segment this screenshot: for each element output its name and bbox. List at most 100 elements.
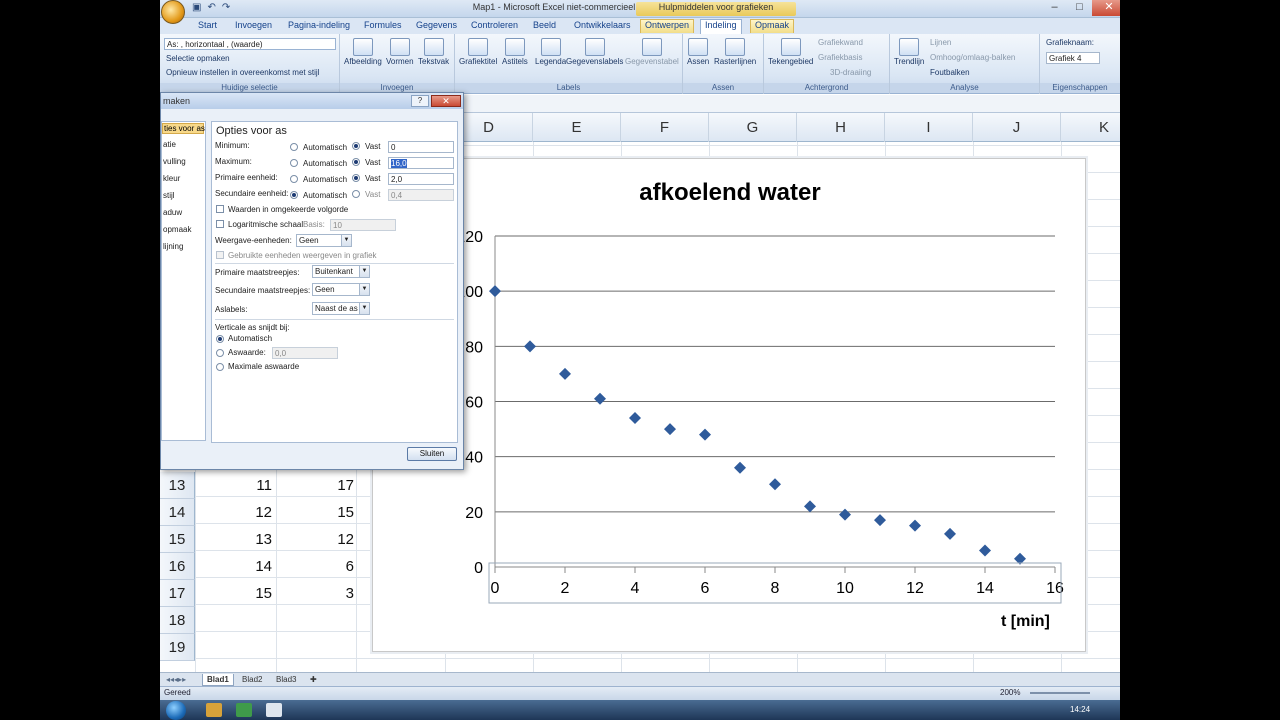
minor-auto-radio[interactable]	[290, 191, 298, 199]
legend-button[interactable]: Legenda	[535, 38, 566, 66]
error-bars-button[interactable]: Foutbalken	[930, 68, 970, 77]
rotation-3d-button[interactable]: 3D-draaiing	[830, 68, 872, 77]
tab-controleren[interactable]: Controleren	[471, 20, 519, 30]
x-axis-title[interactable]: t [min]	[1001, 613, 1050, 630]
nav-number[interactable]: atie	[163, 140, 176, 149]
tab-ontwerpen[interactable]: Ontwerpen	[640, 19, 695, 33]
row-header[interactable]: 19	[160, 634, 195, 661]
nav-shadow[interactable]: aduw	[163, 208, 183, 217]
format-selection-button[interactable]: Selectie opmaken	[166, 54, 230, 63]
dialog-title[interactable]: maken	[161, 93, 463, 109]
zoom-slider[interactable]	[1030, 692, 1090, 694]
cell-b[interactable]: 12	[255, 504, 272, 521]
major-unit-input[interactable]: 2,0	[388, 173, 454, 185]
zoom-level[interactable]: 200%	[1000, 688, 1021, 697]
tab-gegevens[interactable]: Gegevens	[416, 20, 458, 30]
dialog-sluiten-button[interactable]: Sluiten	[407, 447, 457, 461]
column-header-k[interactable]: K	[1061, 113, 1120, 142]
cross-value-input[interactable]: 0,0	[272, 347, 338, 359]
axis-titles-button[interactable]: Astitels	[502, 38, 528, 66]
column-header-f[interactable]: F	[621, 113, 709, 142]
minor-tick-select[interactable]: Geen ▼	[312, 283, 370, 296]
axis-labels-select[interactable]: Naast de as ▼	[312, 302, 370, 315]
reset-style-button[interactable]: Opnieuw instellen in overeenkomst met st…	[166, 68, 320, 77]
dialog-close-button[interactable]: ✕	[431, 95, 461, 107]
axes-button[interactable]: Assen	[687, 38, 709, 66]
chart-title[interactable]: afkoelend water	[639, 179, 821, 206]
new-sheet-icon[interactable]: ✚	[310, 675, 317, 684]
cell-b[interactable]: 11	[256, 477, 272, 494]
log-scale-checkbox[interactable]	[216, 220, 224, 228]
minimum-fixed-radio[interactable]	[352, 142, 360, 150]
major-fixed-radio[interactable]	[352, 174, 360, 182]
plot-area-button[interactable]: Tekengebied	[768, 38, 813, 66]
sheet-nav-arrows[interactable]: ◂◂◂▸▸	[166, 675, 187, 684]
nav-fill[interactable]: vulling	[163, 157, 186, 166]
maximum-fixed-radio[interactable]	[352, 158, 360, 166]
cell-c[interactable]: 3	[345, 585, 354, 602]
major-auto-radio[interactable]	[290, 175, 298, 183]
column-header-h[interactable]: H	[797, 113, 885, 142]
minor-fixed-radio[interactable]	[352, 190, 360, 198]
excel-icon[interactable]	[236, 703, 252, 717]
start-button[interactable]	[166, 701, 186, 720]
tab-beeld[interactable]: Beeld	[533, 20, 557, 30]
save-icon[interactable]: ▣	[192, 2, 202, 13]
close-button[interactable]: ✕	[1092, 0, 1120, 16]
base-input[interactable]: 10	[330, 219, 396, 231]
window-icon[interactable]	[266, 703, 282, 717]
data-labels-button[interactable]: Gegevenslabels	[566, 38, 623, 66]
lines-button[interactable]: Lijnen	[930, 38, 952, 47]
redo-icon[interactable]: ↷	[221, 2, 231, 13]
tab-pagina-indeling[interactable]: Pagina-indeling	[288, 20, 351, 30]
cross-auto-radio[interactable]	[216, 335, 224, 343]
selection-combo[interactable]: As: , horizontaal , (waarde)	[164, 38, 336, 50]
cell-b[interactable]	[196, 607, 272, 634]
minimum-auto-radio[interactable]	[290, 143, 298, 151]
chart-object[interactable]: afkoelend water 0 20 40 60 80 100 120 0 2 4 6 8 10 12…	[372, 158, 1086, 652]
tab-formules[interactable]: Formules	[364, 20, 402, 30]
sheet-tab-blad1[interactable]: Blad1	[202, 674, 234, 686]
chart-name-input[interactable]: Grafiek 4	[1046, 52, 1100, 64]
sheet-tab-blad2[interactable]: Blad2	[242, 675, 263, 684]
display-units-select[interactable]: Geen ▼	[296, 234, 352, 247]
cell-c[interactable]: 6	[345, 558, 354, 575]
browser-icon[interactable]	[206, 703, 222, 717]
column-header-d[interactable]: D	[445, 113, 533, 142]
minimum-input[interactable]: 0	[388, 141, 454, 153]
column-header-e[interactable]: E	[533, 113, 621, 142]
maximize-button[interactable]: □	[1076, 1, 1083, 13]
gridlines-button[interactable]: Rasterlijnen	[714, 38, 756, 66]
nav-alignment[interactable]: lijning	[163, 242, 184, 251]
sheet-tab-blad3[interactable]: Blad3	[276, 675, 297, 684]
chart-wall-button[interactable]: Grafiekwand	[818, 38, 863, 47]
nav-line-color[interactable]: kleur	[163, 174, 181, 183]
column-header-g[interactable]: G	[709, 113, 797, 142]
trendline-button[interactable]: Trendlijn	[894, 38, 924, 66]
insert-textbox-button[interactable]: Tekstvak	[418, 38, 449, 66]
cell-b[interactable]: 14	[255, 558, 272, 575]
data-table-button[interactable]: Gegevenstabel	[625, 38, 679, 66]
row-header[interactable]: 16	[160, 553, 195, 580]
cell-c[interactable]	[276, 607, 354, 634]
cell-b[interactable]: 13	[255, 531, 272, 548]
tab-indeling[interactable]: Indeling	[700, 19, 742, 34]
cell-c[interactable]: 15	[337, 504, 354, 521]
cell-b[interactable]	[196, 634, 272, 661]
tab-ontwikkelaars[interactable]: Ontwikkelaars	[574, 20, 631, 30]
row-header[interactable]: 13	[160, 472, 195, 499]
insert-shapes-button[interactable]: Vormen	[386, 38, 414, 66]
cell-c[interactable]: 12	[337, 531, 354, 548]
nav-axis-options[interactable]: ties voor as	[162, 123, 205, 134]
column-header-i[interactable]: I	[885, 113, 973, 142]
office-button[interactable]	[161, 0, 185, 24]
tab-start[interactable]: Start	[198, 20, 218, 30]
minimize-button[interactable]: –	[1051, 1, 1058, 13]
cell-b[interactable]: 15	[255, 585, 272, 602]
cross-value-radio[interactable]	[216, 349, 224, 357]
row-header[interactable]: 17	[160, 580, 195, 607]
tab-opmaak[interactable]: Opmaak	[750, 19, 795, 33]
maximum-input[interactable]: 16,0	[388, 157, 454, 169]
nav-3d-format[interactable]: opmaak	[163, 225, 192, 234]
updown-bars-button[interactable]: Omhoog/omlaag-balken	[930, 53, 1016, 62]
